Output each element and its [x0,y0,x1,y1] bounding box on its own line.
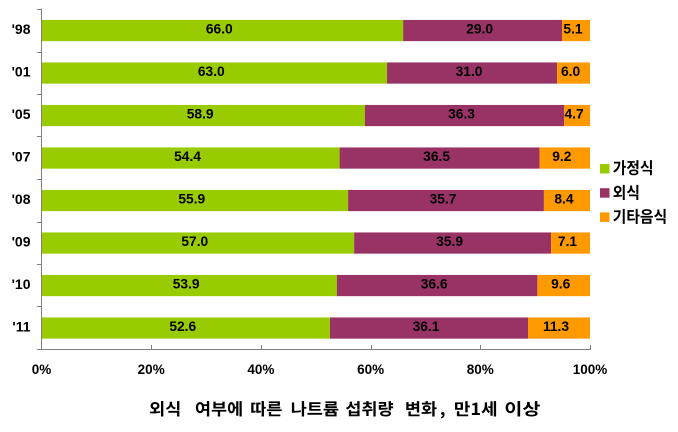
svg-text:40%: 40% [247,362,274,377]
svg-text:'01: '01 [12,63,31,79]
svg-text:9.2: 9.2 [552,149,572,164]
svg-text:'07: '07 [12,148,31,164]
svg-text:4.7: 4.7 [565,107,585,122]
svg-text:5.1: 5.1 [563,22,583,37]
svg-text:52.6: 52.6 [169,319,196,334]
svg-text:'98: '98 [12,21,31,37]
svg-text:36.6: 36.6 [421,277,448,292]
svg-text:57.0: 57.0 [181,234,208,249]
svg-text:7.1: 7.1 [558,234,578,249]
svg-text:11.3: 11.3 [543,319,569,334]
svg-text:9.6: 9.6 [551,277,571,292]
svg-text:'11: '11 [12,318,30,334]
svg-text:55.9: 55.9 [178,192,205,207]
svg-text:53.9: 53.9 [173,277,200,292]
svg-text:100%: 100% [573,362,608,377]
svg-text:58.9: 58.9 [187,107,214,122]
svg-text:'09: '09 [12,233,31,249]
svg-text:80%: 80% [467,362,494,377]
svg-text:36.3: 36.3 [448,107,475,122]
svg-text:35.9: 35.9 [436,234,463,249]
svg-text:63.0: 63.0 [198,64,225,79]
svg-text:54.4: 54.4 [174,149,201,164]
svg-text:36.5: 36.5 [423,149,450,164]
svg-text:'10: '10 [12,276,31,292]
svg-text:66.0: 66.0 [206,22,233,37]
svg-text:'05: '05 [12,106,31,122]
svg-text:6.0: 6.0 [561,64,581,79]
svg-text:29.0: 29.0 [466,22,493,37]
svg-text:'08: '08 [12,191,31,207]
svg-text:20%: 20% [138,362,165,377]
svg-text:60%: 60% [357,362,384,377]
svg-text:36.1: 36.1 [413,319,440,334]
svg-text:35.7: 35.7 [430,192,457,207]
svg-text:8.4: 8.4 [554,192,574,207]
svg-text:31.0: 31.0 [456,64,483,79]
svg-text:0%: 0% [32,362,52,377]
